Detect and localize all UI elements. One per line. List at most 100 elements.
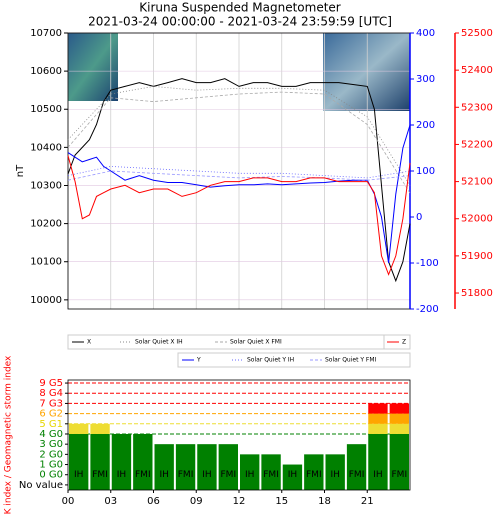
y3-tick-label: 51900 xyxy=(461,251,493,262)
y-tick-label: 10300 xyxy=(30,180,62,191)
bar-label: IH xyxy=(373,470,382,480)
sky-image xyxy=(323,33,410,111)
plot-frame xyxy=(67,379,411,491)
bar-label: IH xyxy=(330,470,339,480)
bar-segment xyxy=(69,433,89,490)
y-axis-label: nT xyxy=(15,164,26,177)
y-tick-label: 8 G4 xyxy=(39,388,63,399)
series-line xyxy=(67,155,411,276)
bar-label: FMI xyxy=(263,470,279,480)
x-tick-label: 15 xyxy=(275,496,288,507)
bar-segment xyxy=(197,444,217,490)
y2-tick-label: 100 xyxy=(416,166,435,177)
y3-tick-label: 52000 xyxy=(461,214,493,225)
y-tick-label: 10000 xyxy=(30,295,62,306)
bar-label: FMI xyxy=(135,470,151,480)
legend-label: Y xyxy=(196,357,201,364)
y-tick-label: 3 G0 xyxy=(39,439,63,450)
bar-label: FMI xyxy=(178,470,194,480)
x-tick-label: 03 xyxy=(104,496,117,507)
y2-tick-label: 300 xyxy=(416,74,435,85)
y-tick-label: 5 G1 xyxy=(39,419,63,430)
bar-segment xyxy=(368,413,388,424)
y3-tick-label: 52300 xyxy=(461,102,493,113)
x-tick-label: 00 xyxy=(62,496,75,507)
bar-label: IH xyxy=(117,470,126,480)
series-line xyxy=(67,170,411,181)
x-tick-label: 09 xyxy=(190,496,203,507)
bar-segment xyxy=(261,454,281,490)
bar-segment xyxy=(389,403,409,414)
x-tick-label: 18 xyxy=(318,496,331,507)
bar-label: FMI xyxy=(92,470,108,480)
y-tick-label: 10600 xyxy=(30,66,62,77)
bar-segment xyxy=(389,413,409,424)
y-tick-label: No value xyxy=(19,480,63,491)
bar-segment xyxy=(325,454,345,490)
x-tick-label: 21 xyxy=(361,496,374,507)
y-tick-label: 10200 xyxy=(30,219,62,230)
y3-tick-label: 52100 xyxy=(461,177,493,188)
chart-title: Kiruna Suspended Magnetometer xyxy=(139,1,341,15)
bar-label: IH xyxy=(245,470,254,480)
y3-tick-label: 52400 xyxy=(461,65,493,76)
y-tick-label: 2 G0 xyxy=(39,449,63,460)
x-tick-label: 12 xyxy=(233,496,246,507)
bar-label: FMI xyxy=(349,470,365,480)
legend xyxy=(67,334,411,368)
y-tick-label: 10100 xyxy=(30,257,62,268)
bar-segment xyxy=(90,433,110,490)
bar-segment xyxy=(389,423,409,434)
y-tick-label: 1 G0 xyxy=(39,460,63,471)
bar-segment xyxy=(368,423,388,434)
legend-label: Solar Quiet X FMI xyxy=(230,339,282,346)
bar-label: IH xyxy=(288,470,297,480)
y-tick-label: 6 G2 xyxy=(39,409,63,420)
bar-segment xyxy=(389,433,409,490)
y-tick-label: 0 G0 xyxy=(39,470,63,481)
bar-label: FMI xyxy=(221,470,237,480)
legend-label: Solar Quiet Y FMI xyxy=(325,357,377,364)
sky-image xyxy=(68,33,118,101)
legend-box xyxy=(177,352,411,368)
bar-label: FMI xyxy=(306,470,322,480)
bar-segment xyxy=(346,444,367,490)
bar-segment xyxy=(368,403,388,414)
y-tick-label: 10700 xyxy=(30,28,62,39)
y2-tick-label: -200 xyxy=(416,304,439,315)
y2-tick-label: 0 xyxy=(416,212,422,223)
bar-label: IH xyxy=(74,470,83,480)
bar-segment xyxy=(240,454,260,490)
bar-segment xyxy=(282,464,303,490)
legend-label: X xyxy=(87,339,91,346)
y3-tick-label: 52200 xyxy=(461,139,493,150)
y-tick-label: 7 G3 xyxy=(39,398,63,409)
x-tick-label: 06 xyxy=(147,496,160,507)
y-tick-label: 10500 xyxy=(30,104,62,115)
y-axis-label: K index / Geomagnetic storm index xyxy=(4,355,14,514)
bar-segment xyxy=(133,433,153,490)
bar-segment xyxy=(111,433,132,490)
y3-tick-label: 52500 xyxy=(461,28,493,39)
legend-label: Z xyxy=(402,339,406,346)
series-line xyxy=(67,78,411,283)
bar-segment xyxy=(368,433,388,490)
bar-label: IH xyxy=(159,470,168,480)
bar-segment xyxy=(218,444,238,490)
bar-segment xyxy=(154,444,174,490)
bar-label: FMI xyxy=(392,470,408,480)
bar-segment xyxy=(90,423,110,434)
bar-segment xyxy=(175,444,196,490)
legend-label: Solar Quiet X IH xyxy=(135,339,183,346)
y-tick-label: 9 G5 xyxy=(39,378,63,389)
y-tick-label: 10400 xyxy=(30,142,62,153)
y3-tick-label: 51800 xyxy=(461,288,493,299)
y-tick-label: 4 G0 xyxy=(39,429,63,440)
y2-tick-label: -100 xyxy=(416,258,439,269)
bar-segment xyxy=(69,423,89,434)
legend-label: Solar Quiet Y IH xyxy=(247,357,294,364)
chart-subtitle: 2021-03-24 00:00:00 - 2021-03-24 23:59:5… xyxy=(88,15,392,29)
bar-label: IH xyxy=(202,470,211,480)
bar-segment xyxy=(304,454,324,490)
